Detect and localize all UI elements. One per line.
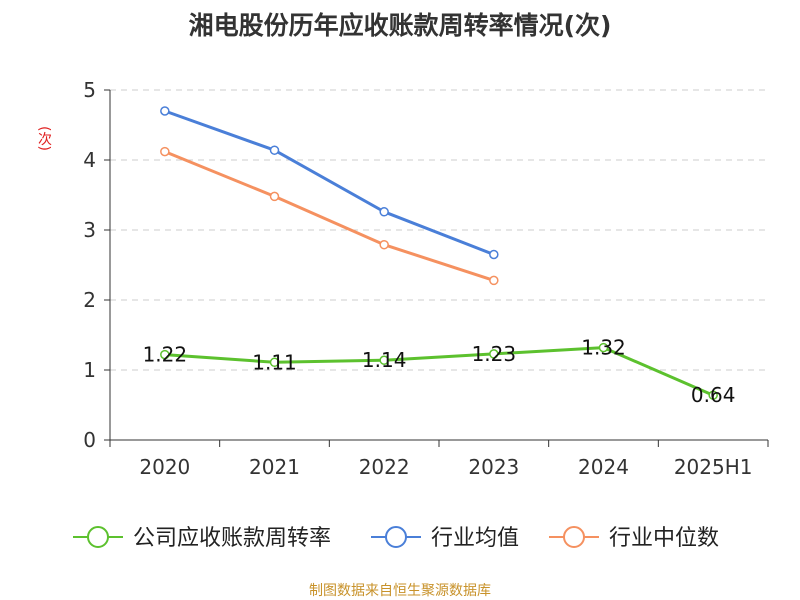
data-point-industry_median	[379, 239, 389, 250]
y-tick-label: 0	[83, 428, 96, 452]
legend-item-turnover[interactable]: 公司应收账款周转率	[73, 526, 331, 551]
legend: 公司应收账款周转率 行业均值 行业中位数	[73, 526, 719, 551]
data-point-turnover	[489, 349, 499, 359]
series-line-industry_avg	[164, 109, 495, 256]
data-label: 1.11	[252, 350, 297, 374]
legend-label: 公司应收账款周转率	[133, 526, 331, 551]
y-tick-label: 5	[83, 78, 96, 102]
data-point-industry_avg	[160, 106, 170, 116]
series-line-turnover	[164, 346, 714, 397]
axes: 0 1 2 3 4 5 2020 2021 2022 2023 2024 2025H1	[83, 78, 769, 479]
legend-item-industry_avg[interactable]: 行业均值	[371, 526, 519, 551]
chart-title: 湘电股份历年应收账款周转率情况(次)	[188, 11, 612, 40]
data-label: 1.23	[472, 342, 517, 366]
data-point-turnover	[379, 355, 389, 365]
data-point-industry_avg	[489, 249, 499, 260]
data-point-industry_avg	[269, 145, 280, 155]
legend-swatch-marker	[563, 526, 585, 548]
x-tick-label: 2024	[578, 455, 629, 479]
legend-swatch-marker	[385, 526, 407, 548]
data-point-industry_avg	[379, 207, 389, 217]
x-tick-label: 2025H1	[674, 455, 753, 479]
data-point-turnover	[160, 349, 170, 360]
data-point-turnover	[269, 357, 280, 368]
data-point-industry_median	[269, 191, 280, 202]
data-point-turnover	[708, 390, 718, 400]
y-tick-label: 3	[83, 218, 96, 242]
data-label: 1.32	[581, 336, 626, 360]
x-tick-label: 2023	[468, 455, 519, 479]
series-lines: 1.22 1.11 1.14 1.23 1.32 0.64	[143, 106, 736, 407]
legend-item-industry_median[interactable]: 行业中位数	[549, 526, 719, 551]
y-tick-label: 4	[83, 148, 96, 172]
legend-label: 行业均值	[431, 526, 519, 551]
y-tick-label: 1	[83, 358, 96, 382]
x-tick-label: 2021	[249, 455, 300, 479]
y-axis-unit-label: (次)	[36, 126, 52, 151]
series-line-industry_median	[164, 150, 495, 282]
data-label: 1.22	[143, 343, 188, 367]
x-tick-label: 2020	[139, 455, 190, 479]
grid-lines	[110, 89, 768, 371]
data-point-turnover	[598, 342, 609, 353]
x-tick-label: 2022	[359, 455, 410, 479]
y-tick-label: 2	[83, 288, 96, 312]
legend-swatch-marker	[87, 526, 109, 548]
data-source-note: 制图数据来自恒生聚源数据库	[309, 583, 491, 599]
legend-label: 行业中位数	[609, 526, 719, 551]
data-point-industry_median	[489, 275, 499, 286]
data-label: 1.14	[362, 348, 407, 372]
data-label: 0.64	[691, 383, 736, 407]
data-point-industry_median	[160, 146, 170, 157]
